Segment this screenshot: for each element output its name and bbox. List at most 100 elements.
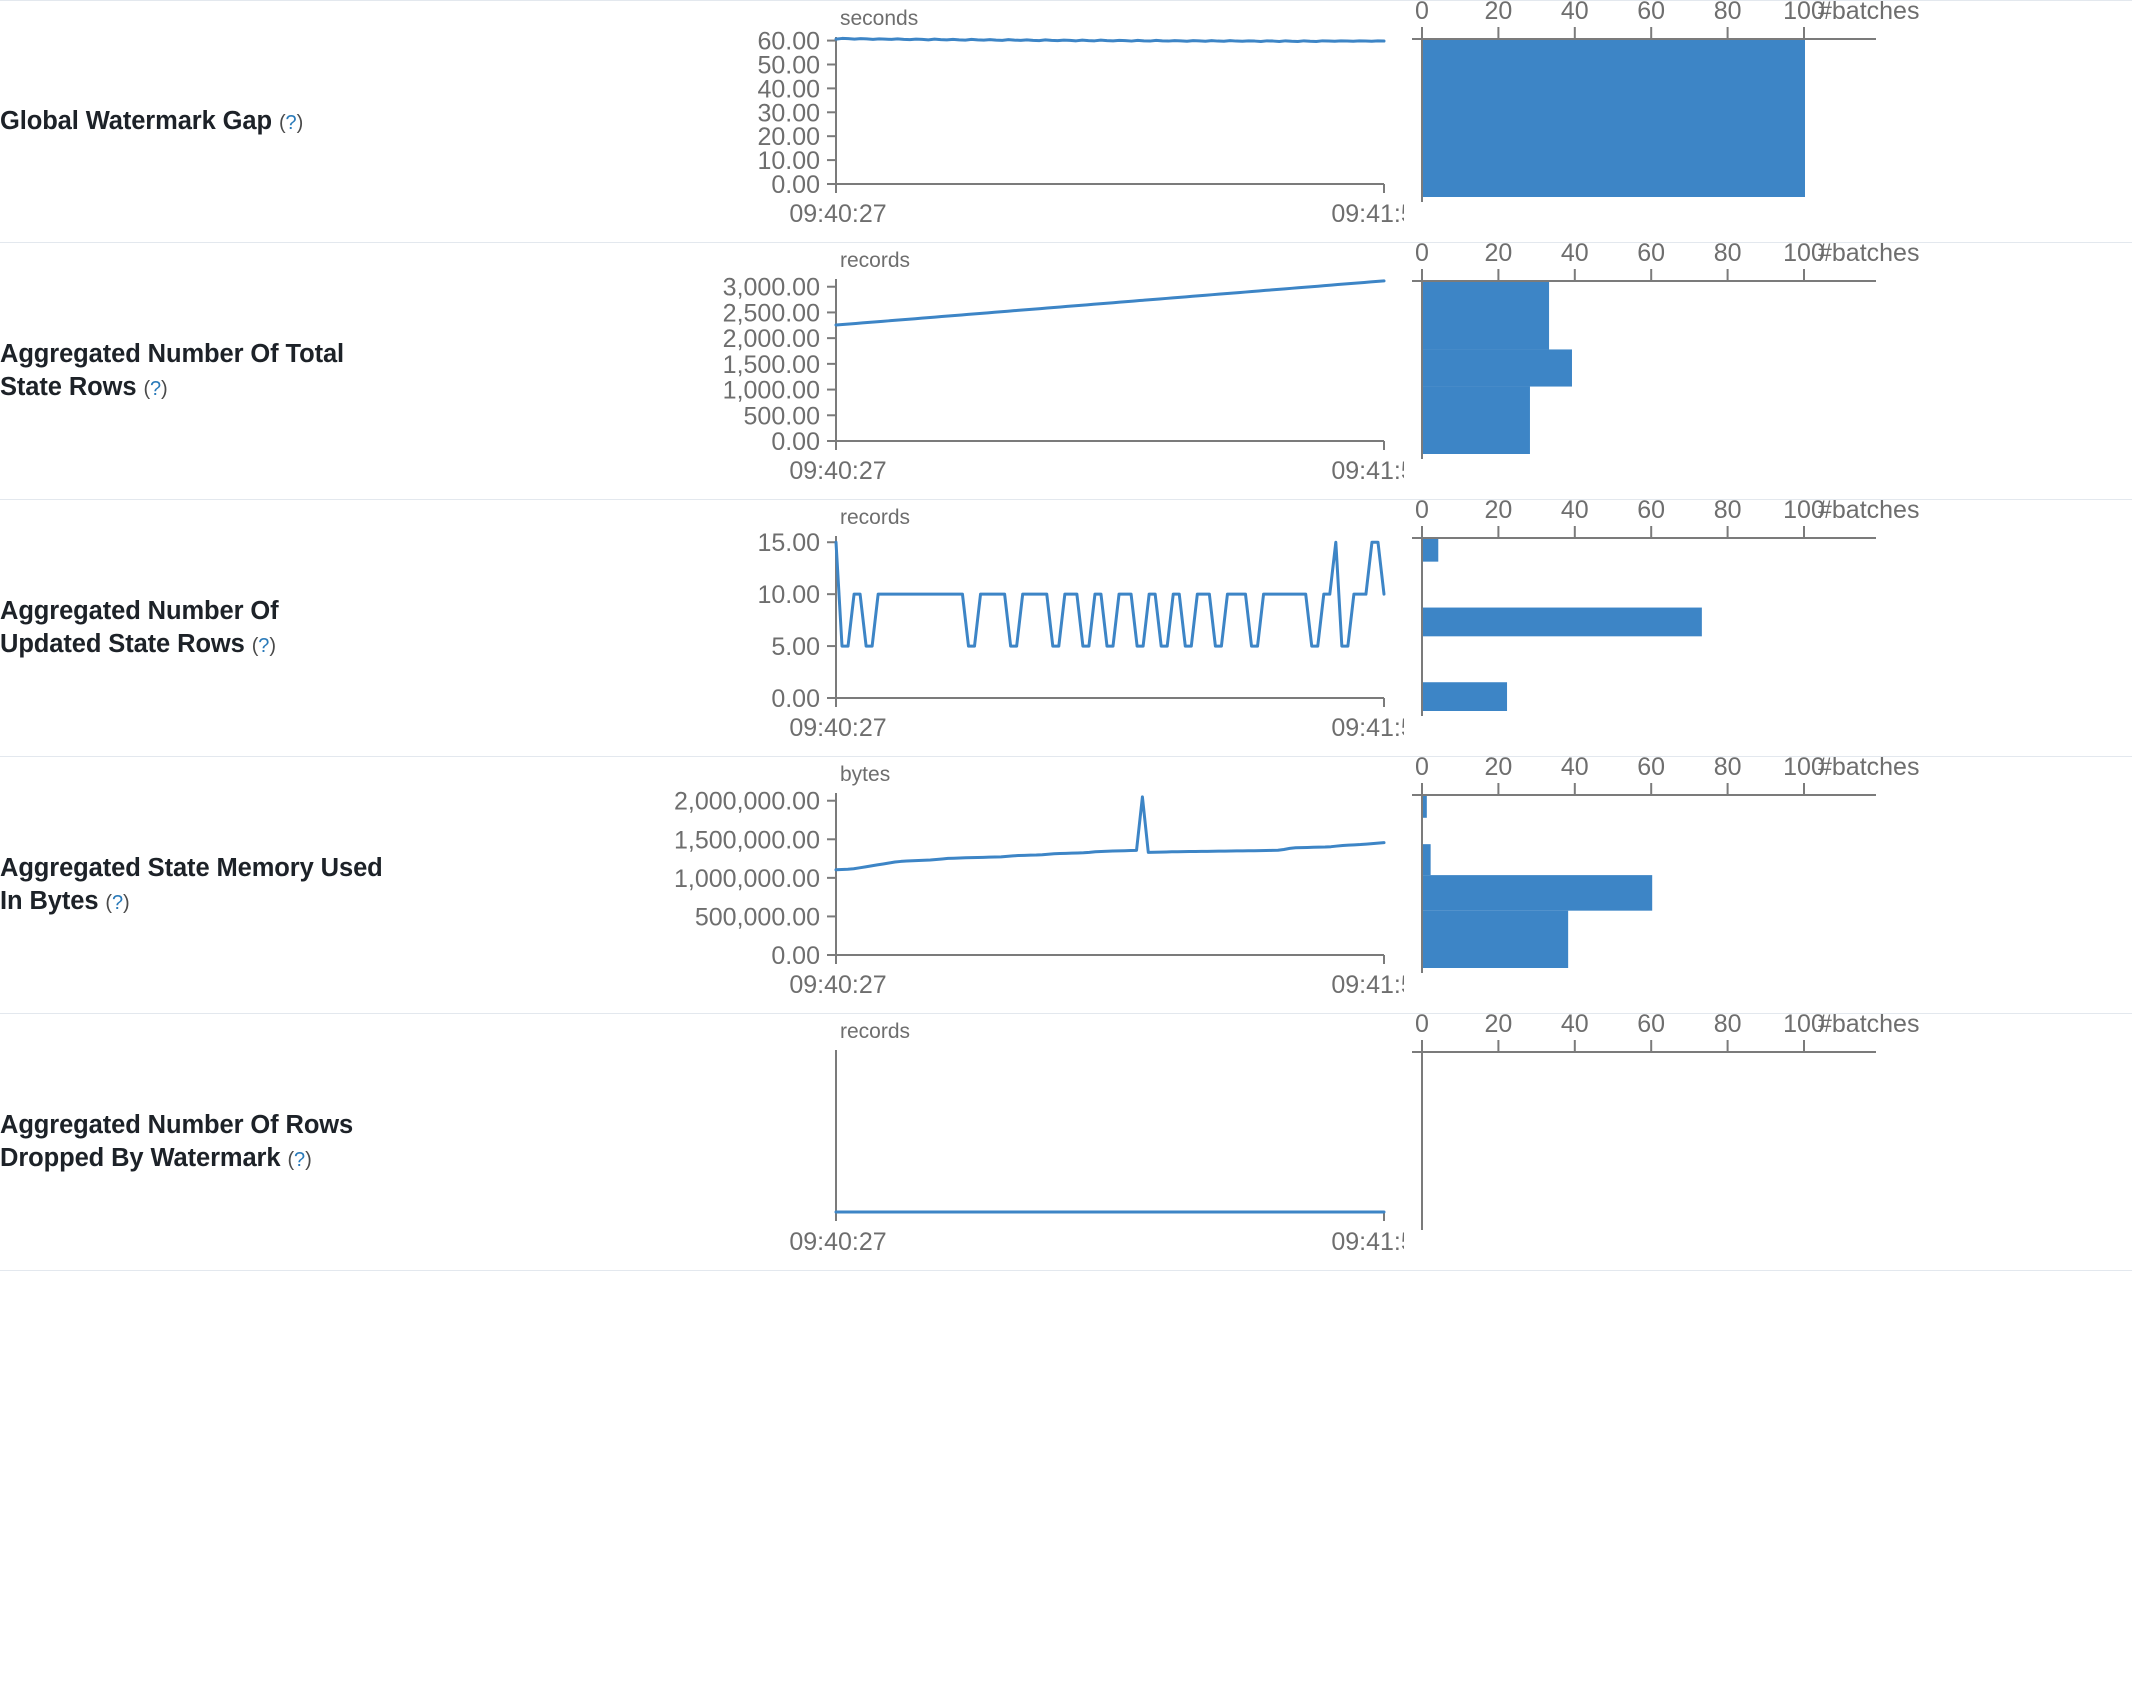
chart-pair: records 09:40:27 09:41:56 0 20 40 60 80 100#batc…	[384, 1014, 2132, 1270]
help-open-paren: (	[251, 635, 259, 657]
metric-chart-cell: records 0.00 5.00 10.00 15.00 09:40:27 09:41:5…	[384, 500, 2132, 757]
histogram-bar	[1423, 910, 1569, 968]
batches-unit-label: #batches	[1818, 1, 1919, 25]
svg-text:09:40:27: 09:40:27	[789, 714, 886, 742]
svg-text:0: 0	[1415, 243, 1429, 267]
svg-text:40.00: 40.00	[757, 75, 820, 103]
svg-text:2,500.00: 2,500.00	[723, 299, 820, 327]
svg-text:20: 20	[1484, 243, 1512, 267]
svg-text:100: 100	[1783, 1, 1825, 25]
help-close-paren: )	[269, 635, 276, 657]
svg-text:09:40:27: 09:40:27	[789, 457, 886, 485]
help-icon[interactable]: ?	[111, 892, 123, 914]
histogram-bar	[1423, 282, 1550, 350]
svg-text:09:41:56: 09:41:56	[1331, 971, 1404, 999]
metric-name-cell: Aggregated State Memory Used In Bytes (?…	[0, 757, 384, 1014]
svg-text:2,000,000.00: 2,000,000.00	[674, 788, 820, 816]
svg-text:1,500,000.00: 1,500,000.00	[674, 826, 820, 854]
timeline-wrapper: seconds 0.00 10.00 20.00 30.00 40.00 50.00 60.0…	[384, 1, 1404, 242]
svg-text:0: 0	[1415, 1014, 1429, 1038]
batch-histogram: 0 20 40 60 80 100#batches	[1412, 1, 1919, 202]
svg-text:09:41:56: 09:41:56	[1331, 714, 1404, 742]
svg-text:0: 0	[1415, 1, 1429, 25]
svg-text:40: 40	[1561, 500, 1589, 524]
svg-text:10.00: 10.00	[757, 147, 820, 175]
histogram-bar	[1423, 607, 1702, 637]
metric-title-text: Aggregated State Memory Used In Bytes	[0, 853, 383, 915]
svg-text:60: 60	[1637, 1, 1665, 25]
help-close-paren: )	[296, 111, 304, 134]
timeline-chart: records 0.00 5.00 10.00 15.00 09:40:27 09:41:5…	[757, 506, 1404, 742]
help-icon[interactable]: ?	[150, 378, 162, 400]
unit-label: records	[840, 249, 910, 272]
svg-text:20: 20	[1484, 757, 1512, 781]
svg-text:0.00: 0.00	[771, 171, 820, 199]
help-icon[interactable]: ?	[285, 111, 297, 134]
unit-label: seconds	[840, 7, 918, 30]
svg-text:20: 20	[1484, 500, 1512, 524]
svg-text:30.00: 30.00	[757, 99, 820, 127]
svg-text:20: 20	[1484, 1, 1512, 25]
metric-title: Global Watermark Gap (?)	[0, 105, 384, 138]
svg-text:60: 60	[1637, 757, 1665, 781]
svg-text:09:40:27: 09:40:27	[789, 1228, 886, 1256]
metric-chart-cell: seconds 0.00 10.00 20.00 30.00 40.00 50.00 60.0…	[384, 1, 2132, 243]
metric-title: Aggregated Number Of Rows Dropped By Wat…	[0, 1109, 384, 1175]
metric-title-text: Aggregated Number Of Total State Rows	[0, 339, 345, 401]
svg-text:100: 100	[1783, 1014, 1825, 1038]
svg-text:20: 20	[1484, 1014, 1512, 1038]
help-icon[interactable]: ?	[258, 635, 270, 657]
help-close-paren: )	[161, 378, 168, 400]
timeline-chart: seconds 0.0010.0020.0030.0040.0050.0060.0…	[757, 7, 1404, 228]
histogram-wrapper: 0 20 40 60 80 100 #batches	[1404, 1, 2132, 242]
batch-histogram: 0 20 40 60 80 100#batches	[1412, 243, 1919, 459]
svg-text:5.00: 5.00	[771, 633, 820, 661]
svg-text:0.00: 0.00	[771, 685, 820, 713]
svg-text:60: 60	[1637, 243, 1665, 267]
metric-title: Aggregated Number Of Total State Rows (?…	[0, 338, 384, 404]
svg-text:80: 80	[1714, 757, 1742, 781]
svg-text:40: 40	[1561, 1014, 1589, 1038]
svg-text:0: 0	[1415, 757, 1429, 781]
metrics-table-body: Global Watermark Gap (?) seconds 0.00 10.00…	[0, 0, 2132, 1271]
svg-text:80: 80	[1714, 500, 1742, 524]
svg-text:09:40:27: 09:40:27	[789, 971, 886, 999]
svg-text:40: 40	[1561, 757, 1589, 781]
metric-chart-cell: records 0.00 500.00 1,000.00 1,500.00 2,000.0…	[384, 243, 2132, 500]
histogram-wrapper: 0 20 40 60 80 100 #batches	[1404, 500, 2132, 756]
series-line	[834, 36, 1386, 44]
batches-unit-label: #batches	[1818, 243, 1919, 267]
svg-text:15.00: 15.00	[757, 529, 820, 557]
chart-pair: records 0.00 500.00 1,000.00 1,500.00 2,000.0…	[384, 243, 2132, 499]
timeline-wrapper: records 0.00 5.00 10.00 15.00 09:40:27 09:41:5…	[384, 500, 1404, 756]
series-line	[834, 279, 1386, 327]
unit-label: bytes	[840, 763, 890, 786]
metric-help-wrapper: (?)	[105, 892, 129, 914]
svg-text:40: 40	[1561, 1, 1589, 25]
metric-chart-cell: bytes 0.00 500,000.00 1,000,000.00 1,500,000…	[384, 757, 2132, 1014]
metric-name-cell: Aggregated Number Of Total State Rows (?…	[0, 243, 384, 500]
svg-text:09:40:27: 09:40:27	[789, 200, 886, 228]
metric-help-wrapper: (?)	[279, 112, 303, 134]
batch-histogram: 0 20 40 60 80 100#batches	[1412, 500, 1919, 716]
chart-pair: seconds 0.00 10.00 20.00 30.00 40.00 50.00 60.0…	[384, 1, 2132, 242]
svg-text:1,000,000.00: 1,000,000.00	[674, 865, 820, 893]
batches-unit-label: #batches	[1818, 757, 1919, 781]
histogram-bar	[1423, 539, 1439, 562]
batch-histogram: 0 20 40 60 80 100#batches	[1412, 757, 1919, 973]
metric-row: Global Watermark Gap (?) seconds 0.00 10.00…	[0, 0, 2132, 243]
metric-row: Aggregated State Memory Used In Bytes (?…	[0, 756, 2132, 1014]
histogram-bar	[1423, 349, 1572, 387]
batches-unit-label: #batches	[1818, 1014, 1919, 1038]
histogram-wrapper: 0 20 40 60 80 100 #batches	[1404, 243, 2132, 499]
timeline-chart: records 0.00500.001,000.001,500.002,000.0…	[723, 249, 1404, 485]
help-close-paren: )	[123, 892, 130, 914]
batches-unit-label: #batches	[1818, 500, 1919, 524]
help-open-paren: (	[105, 892, 112, 914]
help-icon[interactable]: ?	[294, 1149, 306, 1171]
metric-row: Aggregated Number Of Total State Rows (?…	[0, 242, 2132, 500]
help-open-paren: (	[143, 378, 151, 400]
metric-title: Aggregated State Memory Used In Bytes (?…	[0, 852, 384, 918]
histogram-wrapper: 0 20 40 60 80 100 #batches	[1404, 757, 2132, 1013]
svg-text:0.00: 0.00	[771, 942, 820, 970]
